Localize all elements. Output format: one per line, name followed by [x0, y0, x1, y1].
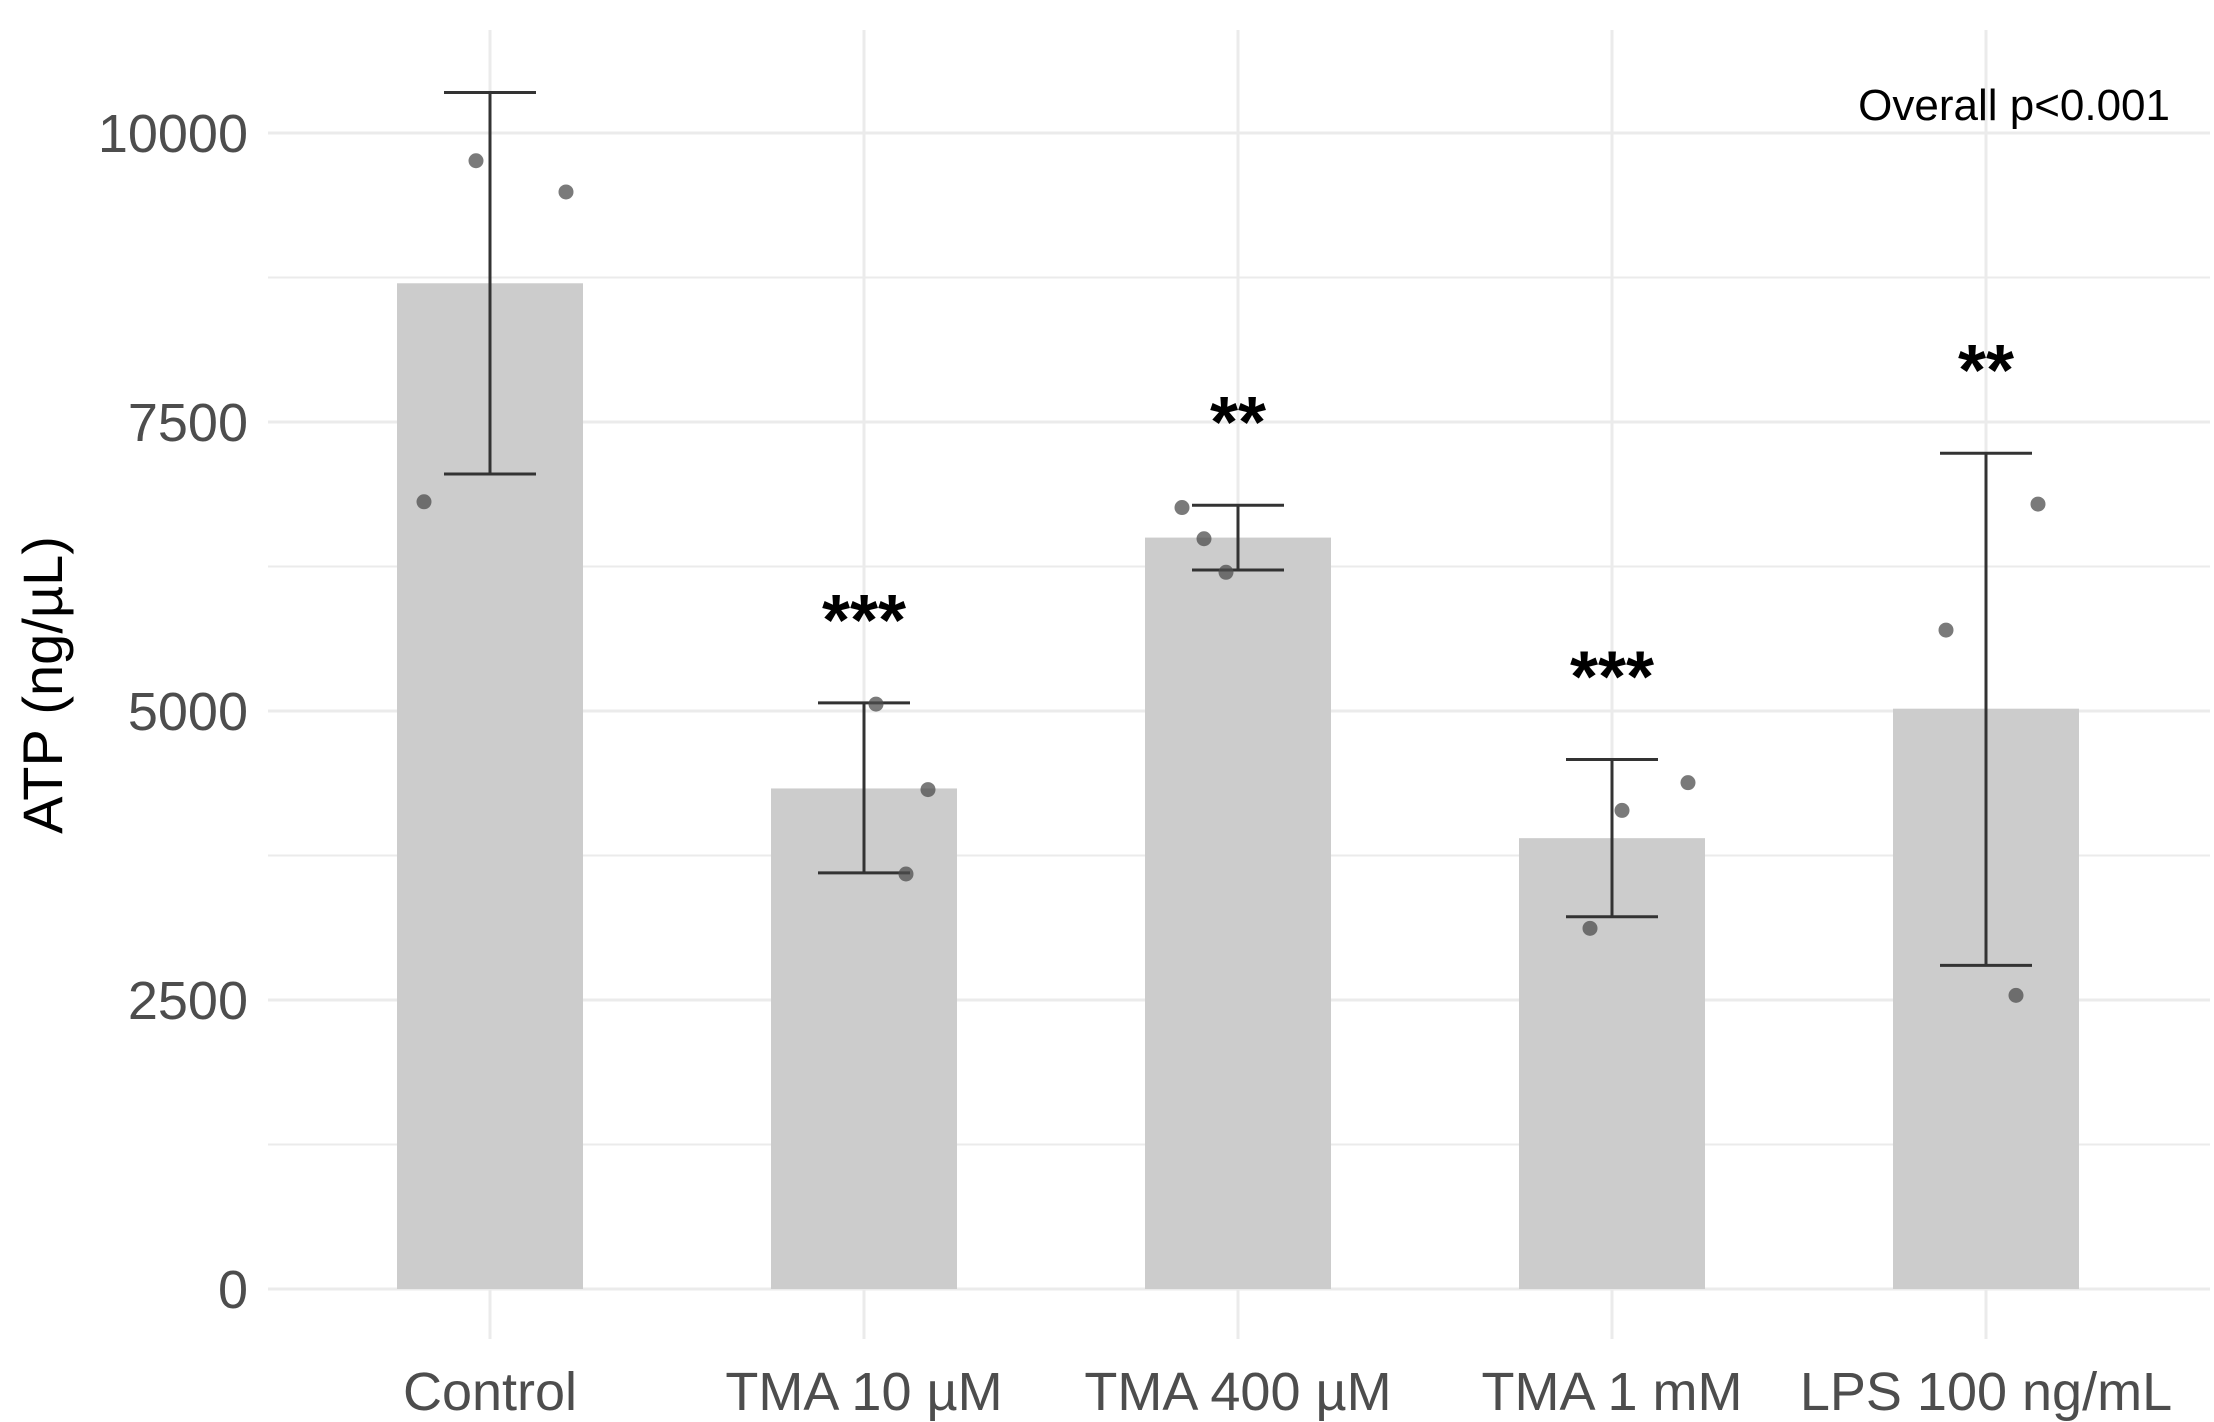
y-tick-labels: 0 2500 5000 7500 10000 — [98, 104, 248, 1320]
data-point — [1938, 622, 1954, 638]
data-point — [2030, 496, 2046, 512]
x-tick-labels: Control TMA 10 µM TMA 400 µM TMA 1 mM LPS 10… — [403, 1362, 2172, 1422]
significance-labels: ********** — [822, 331, 2014, 717]
data-point — [468, 153, 484, 169]
y-axis-title: ATP (ng/µL) — [11, 536, 74, 834]
data-point — [1196, 531, 1212, 547]
overall-p-annotation: Overall p<0.001 — [1858, 81, 2170, 130]
y-tick-label: 0 — [218, 1260, 248, 1320]
bar — [1145, 537, 1331, 1289]
bars — [397, 283, 2079, 1289]
data-point — [1680, 775, 1696, 791]
x-tick-label: TMA 1 mM — [1481, 1362, 1742, 1422]
data-point — [898, 866, 914, 882]
error-bars — [444, 91, 2032, 967]
y-tick-label: 7500 — [128, 393, 248, 453]
y-tick-label: 5000 — [128, 682, 248, 742]
data-point — [1218, 564, 1234, 580]
y-tick-label: 10000 — [98, 104, 248, 164]
x-tick-label: TMA 10 µM — [725, 1362, 1002, 1422]
x-tick-label: TMA 400 µM — [1084, 1362, 1391, 1422]
data-point — [558, 184, 574, 200]
significance-label: ** — [1958, 331, 2014, 411]
data-point — [1174, 500, 1190, 516]
y-tick-label: 2500 — [128, 971, 248, 1031]
data-point — [1614, 802, 1630, 818]
data-point — [416, 494, 432, 510]
data-point — [868, 696, 884, 712]
data-point — [1582, 920, 1598, 936]
x-tick-label: Control — [403, 1362, 577, 1422]
significance-label: ** — [1210, 383, 1266, 463]
data-point — [920, 782, 936, 798]
significance-label: *** — [822, 581, 906, 661]
data-point — [2008, 987, 2024, 1003]
data-points — [416, 153, 2046, 1003]
significance-label: *** — [1570, 638, 1654, 718]
x-tick-label: LPS 100 ng/mL — [1800, 1362, 2172, 1422]
